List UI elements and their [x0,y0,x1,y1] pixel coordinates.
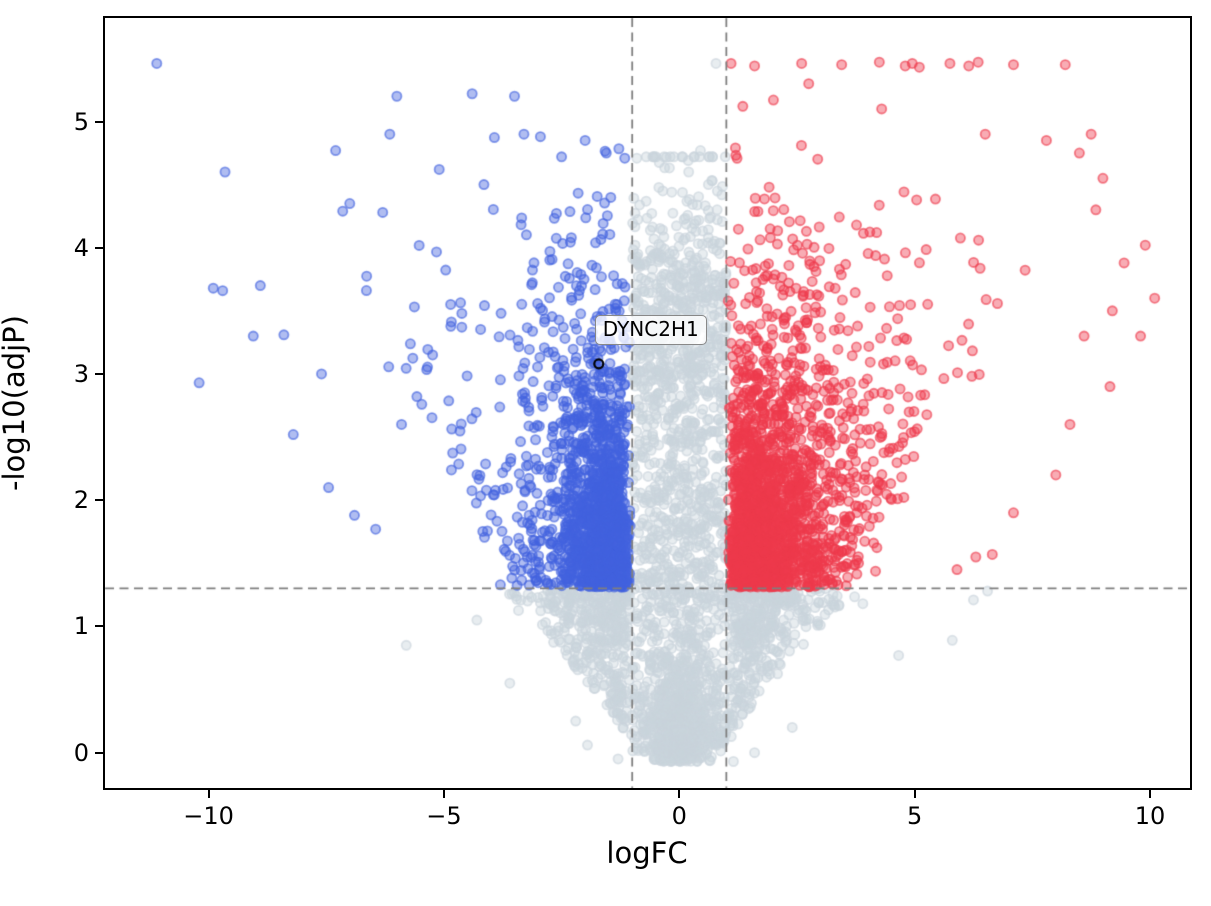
y-tick-label: 0 [73,738,89,767]
y-tick-label: 3 [73,359,89,388]
y-tick-mark [95,499,103,502]
y-tick-label: 5 [73,107,89,136]
x-tick-label: −10 [183,802,234,830]
y-tick-mark [95,372,103,375]
x-tick-label: 5 [906,802,923,830]
y-tick-mark [95,625,103,628]
x-tick-label: 10 [1134,802,1166,830]
gene-annotation-label: DYNC2H1 [594,314,707,345]
x-tick-mark [913,790,916,798]
y-axis-label: -log10(adjP) [0,315,31,491]
x-tick-mark [678,790,681,798]
y-tick-mark [95,246,103,249]
y-tick-mark [95,120,103,123]
x-axis-label: logFC [606,836,688,870]
x-tick-label: −5 [426,802,462,830]
x-tick-mark [207,790,210,798]
x-tick-mark [442,790,445,798]
y-tick-label: 4 [73,233,89,262]
x-tick-mark [1148,790,1151,798]
x-tick-label: 0 [671,802,687,830]
y-tick-label: 1 [73,612,89,641]
y-tick-label: 2 [73,486,89,515]
y-tick-mark [95,751,103,754]
